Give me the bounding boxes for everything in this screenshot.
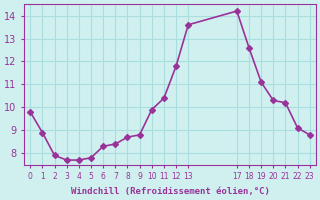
X-axis label: Windchill (Refroidissement éolien,°C): Windchill (Refroidissement éolien,°C) [71,187,269,196]
